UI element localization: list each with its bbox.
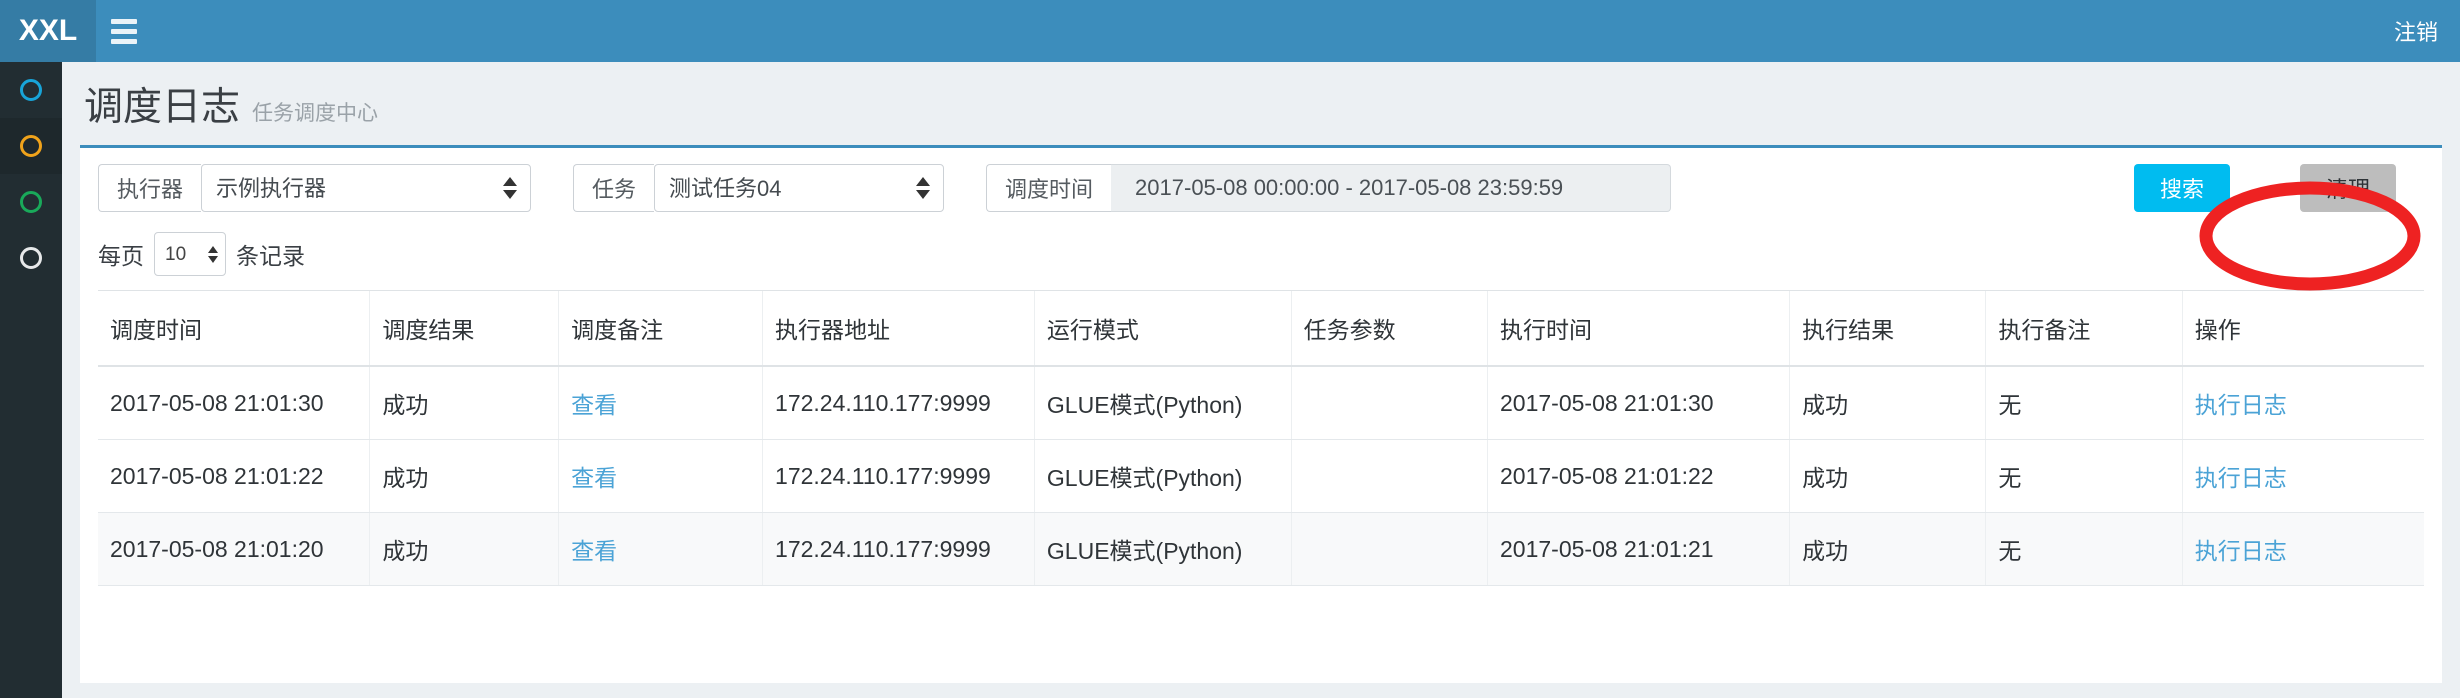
cell-exec-remark: 无 [1985,512,2183,586]
clear-button[interactable]: 清理 [2299,164,2396,212]
page-size-select[interactable]: 10 [154,232,226,276]
cell-executor-addr: 172.24.110.177:9999 [762,512,1035,586]
column-header-executor-addr: 执行器地址 [762,290,1035,367]
hamburger-icon[interactable] [96,0,152,62]
sched-remark-link[interactable]: 查看 [571,392,618,418]
search-button[interactable]: 搜索 [2133,164,2230,212]
executor-filter-label: 执行器 [98,164,202,212]
job-select[interactable]: 测试任务04 [654,164,945,212]
table-row: 2017-05-08 21:01:22 成功 查看 172.24.110.177… [98,439,2424,513]
main-content: 调度日志 任务调度中心 执行器 示例执行器 [62,62,2460,698]
cell-exec-result: 成功 [1789,512,1986,586]
column-header-exec-time: 执行时间 [1487,290,1790,367]
cell-job-params [1290,366,1488,440]
column-header-exec-result: 执行结果 [1789,290,1986,367]
table-body: 2017-05-08 21:01:30 成功 查看 172.24.110.177… [98,366,2424,586]
table-row: 2017-05-08 21:01:30 成功 查看 172.24.110.177… [98,366,2424,440]
hamburger-bar [111,28,137,34]
column-header-sched-time: 调度时间 [98,290,370,367]
date-range-input[interactable]: 2017-05-08 00:00:00 - 2017-05-08 23:59:5… [1111,164,1672,212]
circle-icon [20,79,42,101]
top-navigation-bar: XXL 注销 [0,0,2460,62]
topbar-right-area: 注销 [2394,15,2460,47]
hamburger-bar [111,18,137,24]
table-row: 2017-05-08 21:01:20 成功 查看 172.24.110.177… [98,512,2424,586]
date-filter-label: 调度时间 [986,164,1112,212]
sidebar-item-3[interactable] [0,174,62,230]
page-size-suffix-label: 条记录 [236,243,305,269]
page-header: 调度日志 任务调度中心 [62,62,2460,145]
job-filter-label: 任务 [573,164,655,212]
cell-exec-result: 成功 [1789,366,1986,440]
column-header-sched-result: 调度结果 [369,290,559,367]
column-header-run-mode: 运行模式 [1033,290,1292,367]
circle-icon [20,247,42,269]
column-header-sched-remark: 调度备注 [558,290,763,367]
cell-sched-time: 2017-05-08 21:01:20 [98,512,370,586]
filter-bar: 执行器 示例执行器 任务 测试任务04 [80,148,2442,226]
cell-sched-result: 成功 [369,512,559,586]
job-select-wrapper: 测试任务04 [654,164,945,212]
cell-sched-result: 成功 [369,439,559,513]
cell-exec-time: 2017-05-08 21:01:22 [1487,439,1790,513]
page-size-control: 每页 10 条记录 [80,226,2442,290]
exec-log-link[interactable]: 执行日志 [2194,465,2287,491]
sidebar-item-2[interactable] [0,118,62,174]
table-header-row: 调度时间 调度结果 调度备注 执行器地址 运行模式 任务参数 执行时间 执行结果… [98,290,2424,367]
cell-job-params [1290,439,1488,513]
cell-run-mode: GLUE模式(Python) [1033,512,1292,586]
sidebar [0,62,62,698]
exec-log-link[interactable]: 执行日志 [2194,392,2287,418]
page-size-prefix-label: 每页 [98,243,144,269]
executor-select-wrapper: 示例执行器 [201,164,532,212]
cell-sched-time: 2017-05-08 21:01:30 [98,366,370,440]
logout-link[interactable]: 注销 [2393,20,2438,45]
sidebar-item-1[interactable] [0,62,62,118]
app-logo-text: XXL [18,14,78,47]
cell-run-mode: GLUE模式(Python) [1033,366,1292,440]
cell-exec-remark: 无 [1985,366,2183,440]
cell-sched-time: 2017-05-08 21:01:22 [98,439,370,513]
circle-icon [20,135,42,157]
sched-remark-link[interactable]: 查看 [571,538,618,564]
job-filter-group: 任务 测试任务04 [573,164,945,212]
executor-filter-group: 执行器 示例执行器 [98,164,532,212]
executor-select[interactable]: 示例执行器 [201,164,532,212]
sidebar-item-4[interactable] [0,230,62,286]
content-panel: 执行器 示例执行器 任务 测试任务04 [80,145,2442,683]
app-logo[interactable]: XXL [0,0,96,62]
hamburger-bar [111,38,137,44]
exec-log-link[interactable]: 执行日志 [2194,538,2287,564]
sched-remark-link[interactable]: 查看 [571,465,618,491]
cell-exec-time: 2017-05-08 21:01:21 [1487,512,1790,586]
cell-exec-time: 2017-05-08 21:01:30 [1487,366,1790,440]
date-filter-group: 调度时间 2017-05-08 00:00:00 - 2017-05-08 23… [986,164,1672,212]
cell-job-params [1290,512,1488,586]
schedule-log-table: 调度时间 调度结果 调度备注 执行器地址 运行模式 任务参数 执行时间 执行结果… [98,290,2424,586]
cell-exec-result: 成功 [1789,439,1986,513]
cell-exec-remark: 无 [1985,439,2183,513]
cell-sched-result: 成功 [369,366,559,440]
column-header-job-params: 任务参数 [1290,290,1488,367]
page-title: 调度日志 [84,86,241,129]
page-size-select-wrapper: 10 [144,232,236,276]
column-header-action: 操作 [2181,290,2424,367]
circle-icon [20,191,42,213]
cell-executor-addr: 172.24.110.177:9999 [762,366,1035,440]
cell-run-mode: GLUE模式(Python) [1033,439,1292,513]
page-subtitle: 任务调度中心 [252,102,379,125]
cell-executor-addr: 172.24.110.177:9999 [762,439,1035,513]
column-header-exec-remark: 执行备注 [1985,290,2183,367]
